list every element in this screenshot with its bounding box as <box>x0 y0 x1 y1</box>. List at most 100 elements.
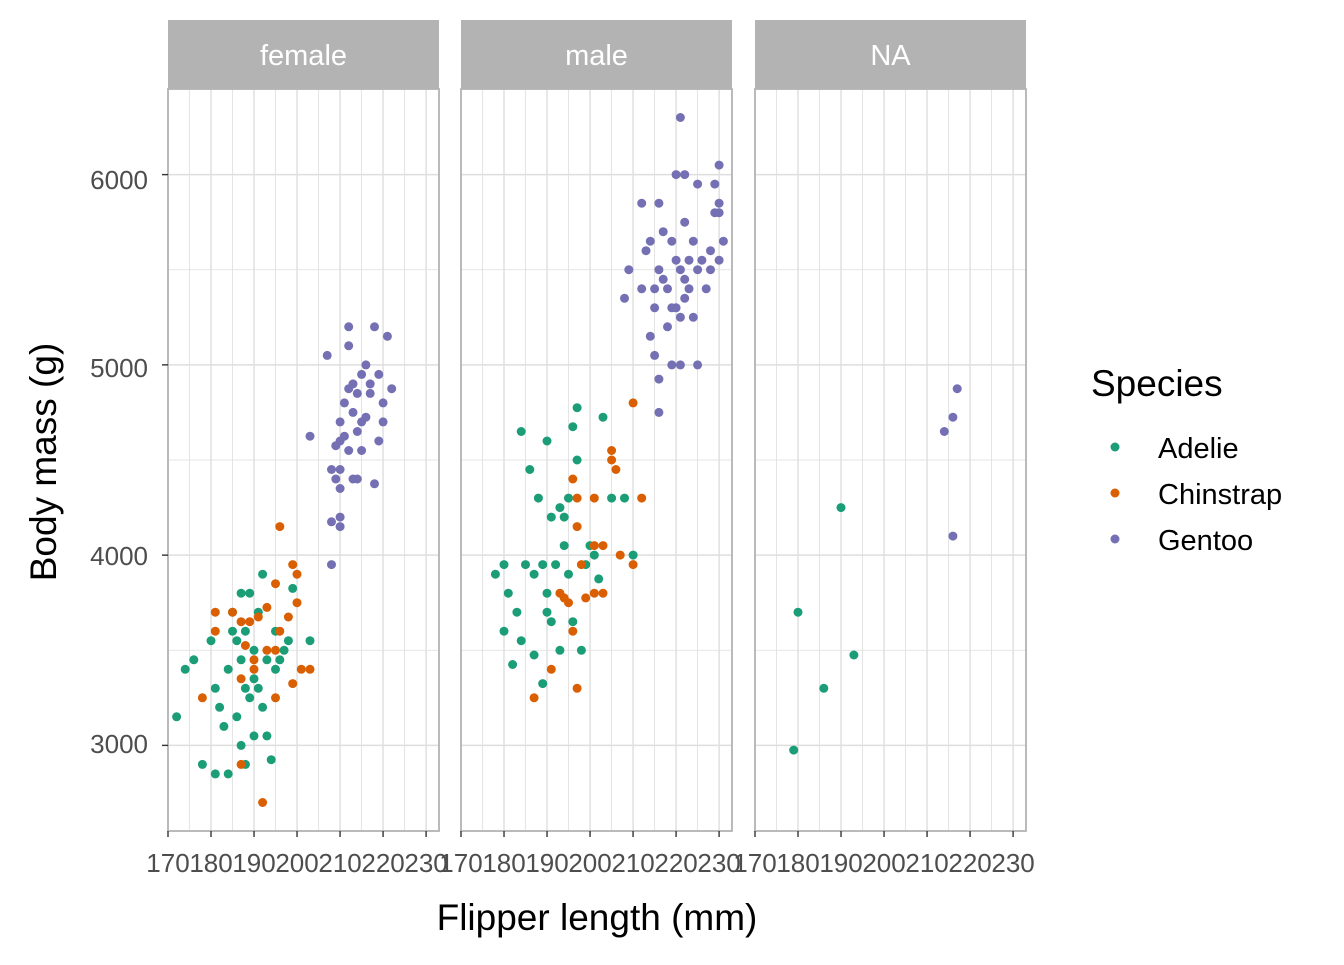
point-adelie <box>793 607 803 617</box>
point-gentoo <box>680 217 690 227</box>
point-adelie <box>206 636 216 646</box>
point-chinstrap <box>611 465 621 474</box>
y-tick-label-3000: 3000 <box>90 729 148 759</box>
point-chinstrap <box>598 588 608 598</box>
point-chinstrap <box>615 550 625 560</box>
point-adelie <box>288 583 298 593</box>
point-chinstrap <box>271 693 280 703</box>
point-gentoo <box>948 531 958 541</box>
point-gentoo <box>714 198 724 208</box>
point-gentoo <box>714 208 724 218</box>
point-adelie <box>180 664 190 674</box>
point-gentoo <box>374 436 384 446</box>
point-adelie <box>266 755 276 765</box>
x-tick-label-190: 190 <box>819 848 862 878</box>
point-adelie <box>836 503 846 513</box>
x-tick-label-200: 200 <box>275 848 318 878</box>
point-chinstrap <box>589 541 599 551</box>
point-adelie <box>232 636 242 646</box>
y-tick-label-6000: 6000 <box>90 165 148 195</box>
point-adelie <box>249 731 259 741</box>
point-chinstrap <box>292 598 302 608</box>
point-gentoo <box>637 198 647 208</box>
point-adelie <box>559 541 569 551</box>
point-gentoo <box>335 417 345 427</box>
point-gentoo <box>718 236 728 246</box>
point-gentoo <box>658 274 668 284</box>
point-gentoo <box>654 265 664 275</box>
point-gentoo <box>675 265 685 275</box>
x-tick-label-210: 210 <box>318 848 361 878</box>
point-gentoo <box>357 369 367 379</box>
point-adelie <box>490 569 500 579</box>
point-adelie <box>249 645 259 655</box>
strip-label-female: female <box>260 40 347 72</box>
point-gentoo <box>327 560 336 570</box>
point-chinstrap <box>564 598 573 608</box>
point-adelie <box>283 636 293 646</box>
x-tick-label-180: 180 <box>189 848 232 878</box>
strip-na <box>755 20 1026 89</box>
point-adelie <box>551 560 561 570</box>
point-gentoo <box>701 284 711 294</box>
point-adelie <box>258 569 268 579</box>
x-tick-label-210: 210 <box>611 848 654 878</box>
point-adelie <box>503 588 513 598</box>
point-chinstrap <box>568 626 578 636</box>
point-gentoo <box>680 274 690 284</box>
point-gentoo <box>671 170 681 180</box>
point-gentoo <box>624 265 634 275</box>
point-chinstrap <box>628 398 638 408</box>
point-gentoo <box>654 374 664 384</box>
point-gentoo <box>650 284 660 294</box>
point-gentoo <box>645 236 655 246</box>
legend-label-chinstrap: Chinstrap <box>1158 479 1282 511</box>
point-chinstrap <box>637 493 647 503</box>
point-adelie <box>228 626 237 636</box>
point-gentoo <box>378 398 388 408</box>
point-adelie <box>516 427 526 436</box>
x-tick-label-200: 200 <box>568 848 611 878</box>
point-adelie <box>262 655 272 665</box>
point-gentoo <box>352 427 362 436</box>
point-chinstrap <box>275 626 285 636</box>
point-gentoo <box>361 360 371 370</box>
point-gentoo <box>675 113 685 122</box>
point-adelie <box>542 588 552 598</box>
point-gentoo <box>667 360 677 370</box>
point-gentoo <box>348 407 358 417</box>
x-tick-label-180: 180 <box>482 848 525 878</box>
point-gentoo <box>663 322 672 332</box>
x-tick-label-170: 170 <box>439 848 482 878</box>
point-gentoo <box>387 384 397 394</box>
point-chinstrap <box>262 645 272 655</box>
point-adelie <box>620 493 629 503</box>
facet-panel-female: female <box>168 20 439 89</box>
x-tick-label-230: 230 <box>991 848 1034 878</box>
point-gentoo <box>370 479 379 489</box>
point-chinstrap <box>296 664 306 674</box>
point-adelie <box>559 512 569 522</box>
point-chinstrap <box>258 798 268 807</box>
point-gentoo <box>675 360 685 370</box>
point-adelie <box>271 664 280 674</box>
legend: Species Adelie Chinstrap Gentoo <box>1091 363 1282 557</box>
point-adelie <box>499 626 509 636</box>
point-adelie <box>607 493 617 503</box>
facet-panels: female male NA <box>168 20 1026 89</box>
legend-item-adelie: Adelie <box>1110 433 1239 465</box>
data-points <box>172 113 962 807</box>
point-adelie <box>529 650 539 660</box>
point-gentoo <box>339 398 349 408</box>
point-chinstrap <box>236 674 246 684</box>
point-chinstrap <box>589 493 599 503</box>
point-adelie <box>521 560 530 570</box>
legend-item-gentoo: Gentoo <box>1110 525 1253 557</box>
point-gentoo <box>706 246 715 256</box>
point-adelie <box>262 731 272 741</box>
point-gentoo <box>327 465 336 474</box>
point-chinstrap <box>249 664 259 674</box>
